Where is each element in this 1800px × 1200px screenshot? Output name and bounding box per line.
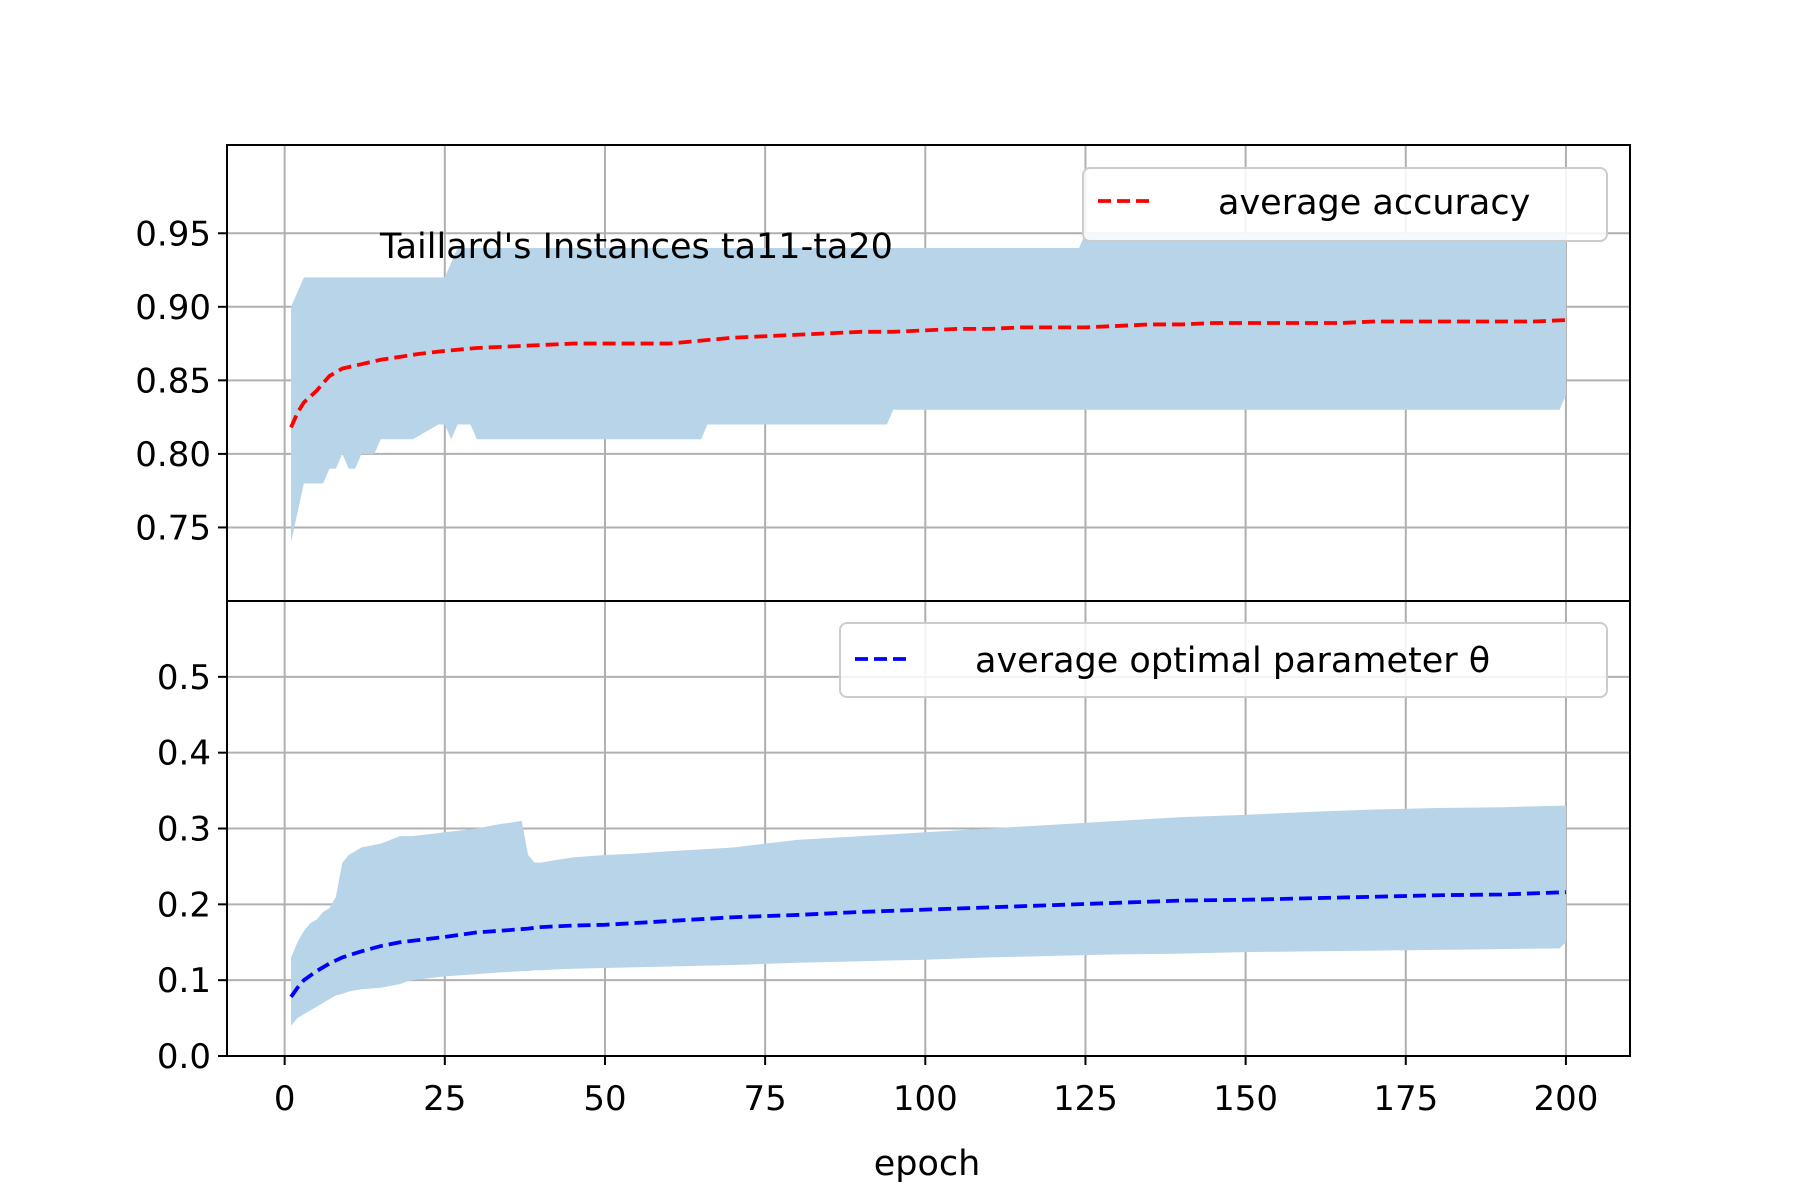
theta-subplot: 0.0 0.1 0.2 0.3 0.4 0.5 average optimal param… xyxy=(157,600,1631,1077)
x-tick-label: 150 xyxy=(1213,1079,1278,1119)
theta-y-tick-label: 0.5 xyxy=(157,658,211,698)
theta-legend-box xyxy=(839,622,1608,698)
accuracy-y-tick-label: 0.85 xyxy=(135,361,211,401)
x-axis-ticks: 0 25 50 75 100 125 150 175 200 xyxy=(274,1056,1598,1119)
average-theta-line xyxy=(289,890,1567,998)
accuracy-legend-label: average accuracy xyxy=(1218,183,1530,223)
x-tick-label: 75 xyxy=(744,1079,787,1119)
theta-y-tick-label: 0.2 xyxy=(157,885,211,925)
accuracy-y-tick-label: 0.80 xyxy=(135,435,211,475)
x-tick-label: 25 xyxy=(423,1079,466,1119)
accuracy-subplot: 0.75 0.80 0.85 0.90 0.95 Taillard's Instance… xyxy=(135,144,1631,602)
theta-y-ticks: 0.0 0.1 0.2 0.3 0.4 0.5 xyxy=(157,658,227,1077)
theta-y-tick-label: 0.3 xyxy=(157,810,211,850)
x-tick-label: 100 xyxy=(893,1079,958,1119)
x-axis-label: epoch xyxy=(874,1144,981,1184)
accuracy-y-ticks: 0.75 0.80 0.85 0.90 0.95 xyxy=(135,214,227,548)
accuracy-y-tick-label: 0.95 xyxy=(135,214,211,254)
x-tick-label: 50 xyxy=(583,1079,626,1119)
theta-legend-label: average optimal parameter θ xyxy=(975,641,1490,681)
x-tick-label: 125 xyxy=(1053,1079,1118,1119)
theta-y-tick-label: 0.0 xyxy=(157,1037,211,1077)
average-accuracy-line xyxy=(289,318,1567,429)
theta-legend: average optimal parameter θ xyxy=(839,622,1608,698)
accuracy-legend: average accuracy xyxy=(1082,167,1608,242)
theta-y-tick-label: 0.4 xyxy=(157,734,211,774)
x-tick-label: 200 xyxy=(1533,1079,1598,1119)
theta-y-tick-label: 0.1 xyxy=(157,961,211,1001)
accuracy-range-band xyxy=(291,233,1566,543)
accuracy-y-tick-label: 0.75 xyxy=(135,508,211,548)
accuracy-y-tick-label: 0.90 xyxy=(135,288,211,328)
theta-range-band xyxy=(291,805,1566,1026)
x-tick-label: 0 xyxy=(274,1079,296,1119)
accuracy-legend-box xyxy=(1082,167,1608,242)
x-tick-label: 175 xyxy=(1373,1079,1438,1119)
subplot-annotation: Taillard's Instances ta11-ta20 xyxy=(379,227,893,267)
